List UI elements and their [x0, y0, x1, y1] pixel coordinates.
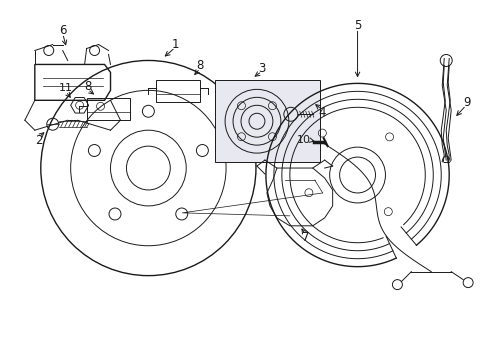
- Text: 6: 6: [59, 24, 66, 37]
- Text: 8: 8: [196, 59, 203, 72]
- Text: 4: 4: [317, 106, 325, 119]
- Text: 8: 8: [84, 80, 91, 93]
- Text: 7: 7: [302, 231, 309, 244]
- Text: 5: 5: [353, 19, 361, 32]
- Text: 10: 10: [296, 135, 310, 145]
- Text: 9: 9: [463, 96, 470, 109]
- Text: 2: 2: [35, 134, 42, 147]
- Bar: [215, 80, 319, 162]
- Text: 1: 1: [171, 38, 179, 51]
- Text: 11: 11: [59, 84, 73, 93]
- Text: 3: 3: [258, 62, 265, 75]
